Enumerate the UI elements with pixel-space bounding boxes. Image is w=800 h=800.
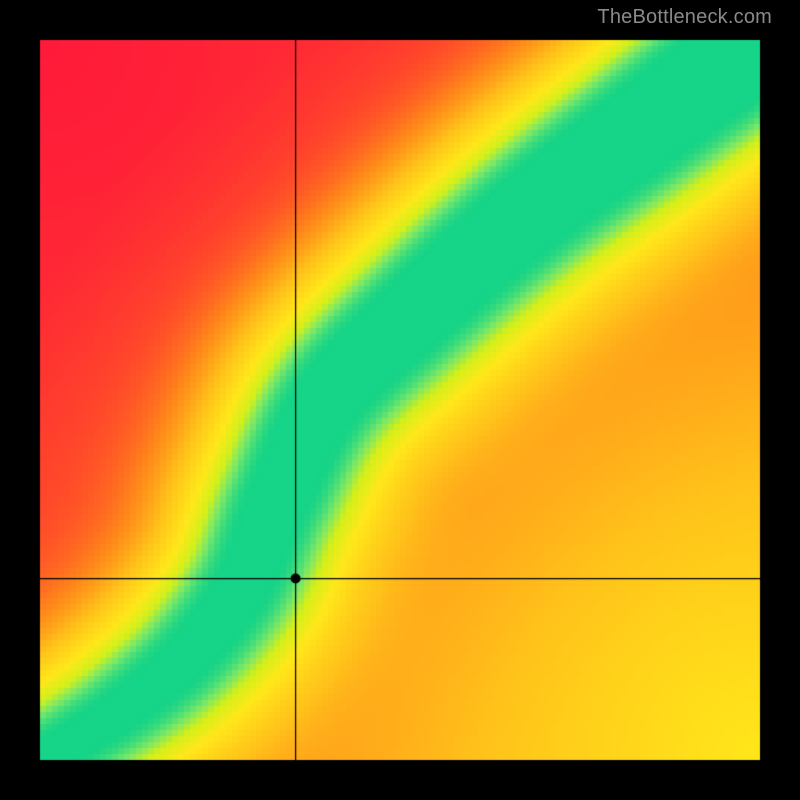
heatmap-canvas: [0, 0, 800, 800]
chart-container: TheBottleneck.com: [0, 0, 800, 800]
watermark-text: TheBottleneck.com: [597, 6, 772, 29]
